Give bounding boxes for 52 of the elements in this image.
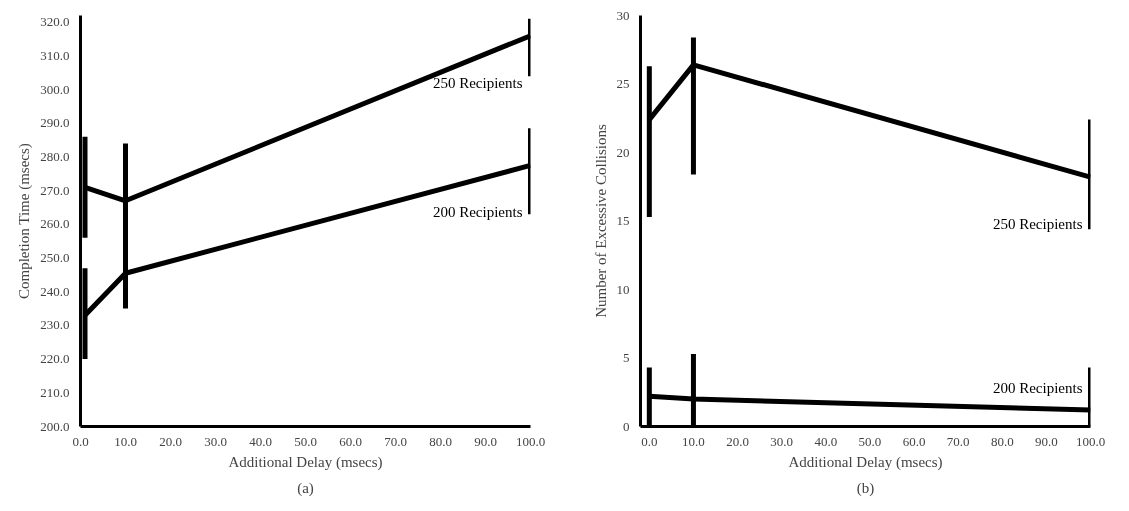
x-tick-label: 50.0 (294, 433, 317, 449)
x-tick-label: 90.0 (1035, 433, 1058, 449)
y-tick-label: 20 (616, 144, 630, 160)
y-tick-label: 320.0 (40, 14, 70, 30)
x-tick-label: 80.0 (429, 433, 452, 449)
x-tick-label: 60.0 (339, 433, 362, 449)
text: (a) (297, 479, 314, 497)
y-tick-label: 290.0 (40, 115, 70, 131)
x-tick-label: 0.0 (641, 433, 658, 449)
y-tick-label: 270.0 (40, 182, 70, 198)
x-tick-label: 60.0 (902, 433, 926, 449)
y-axis-title: Number of Excessive Collisions (592, 123, 609, 318)
x-tick-label: 30.0 (204, 433, 227, 449)
y-tick-label: 200.0 (40, 418, 70, 434)
x-tick-label: 70.0 (384, 433, 407, 449)
x-tick-label: 10.0 (682, 433, 705, 449)
y-tick-label: 15 (616, 213, 630, 228)
text: (b) (856, 479, 875, 497)
x-tick-label: 20.0 (159, 433, 182, 449)
x-tick-label: 100.0 (515, 433, 546, 449)
y-tick-label: 10 (616, 281, 630, 297)
x-tick-label: 0.0 (72, 433, 89, 449)
x-tick-label: 30.0 (770, 433, 794, 449)
y-tick-label: 30 (616, 7, 630, 23)
series-label: 200 Recipients (432, 204, 523, 221)
y-tick-label: 250.0 (40, 250, 70, 266)
y-tick-label: 280.0 (40, 148, 70, 164)
x-tick-label: 50.0 (858, 433, 882, 449)
x-tick-label: 10.0 (114, 433, 137, 449)
x-tick-label: 80.0 (990, 433, 1014, 449)
x-axis-title: Additional Delay (msecs) (788, 453, 943, 471)
x-tick-label: 40.0 (814, 433, 838, 449)
x-tick-label: 20.0 (726, 433, 749, 449)
x-tick-label: 100.0 (1075, 433, 1106, 449)
y-tick-label: 260.0 (40, 216, 70, 232)
x-tick-label: 90.0 (474, 433, 497, 449)
x-tick-label: 70.0 (946, 433, 970, 449)
series-label: 250 Recipients (432, 74, 523, 91)
y-tick-label: 310.0 (40, 47, 70, 63)
y-tick-label: 0 (623, 418, 630, 434)
y-tick-label: 230.0 (40, 317, 70, 333)
y-tick-label: 210.0 (40, 384, 70, 400)
series-label: 200 Recipients (992, 380, 1083, 397)
y-tick-label: 220.0 (40, 351, 70, 367)
y-tick-label: 240.0 (40, 283, 70, 299)
x-axis-title: Additional Delay (msecs) (228, 453, 383, 471)
y-tick-label: 300.0 (40, 81, 70, 97)
x-tick-label: 40.0 (249, 433, 272, 449)
text: 250 Recipients (992, 216, 1083, 233)
y-axis-title: Completion Time (msecs) (16, 143, 34, 300)
y-tick-label: 5 (623, 350, 630, 365)
y-tick-label: 25 (616, 76, 630, 91)
